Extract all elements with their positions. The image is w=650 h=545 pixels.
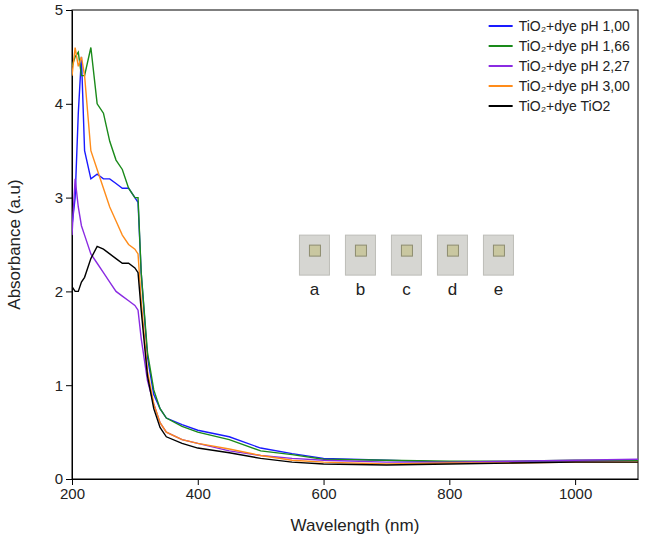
sample-label: d <box>448 280 457 299</box>
x-tick-label: 600 <box>312 485 337 502</box>
y-tick-mark <box>66 385 72 386</box>
sample-photo <box>391 235 421 275</box>
y-tick: 0 <box>55 470 72 487</box>
legend: TiO₂+dye pH 1,00 TiO₂+dye pH 1,66 TiO₂+dye… <box>489 18 630 114</box>
legend-item: TiO₂+dye pH 1,66 <box>489 38 630 54</box>
legend-label: TiO₂+dye pH 1,66 <box>519 38 630 54</box>
sample-film <box>447 245 458 256</box>
y-tick-label: 1 <box>55 377 63 394</box>
sample-film <box>493 245 504 256</box>
legend-item: TiO₂+dye pH 1,00 <box>489 18 630 34</box>
x-tick: 1000 <box>559 479 592 502</box>
legend-item: TiO₂+dye pH 2,27 <box>489 58 630 74</box>
y-tick: 4 <box>55 95 72 112</box>
y-tick: 1 <box>55 377 72 394</box>
x-tick-label: 800 <box>437 485 462 502</box>
sample-photo <box>345 235 375 275</box>
y-tick: 5 <box>55 1 72 18</box>
x-tick-label: 1000 <box>559 485 592 502</box>
y-tick-mark <box>66 291 72 292</box>
sample-photo <box>299 235 329 275</box>
x-tick-label: 400 <box>186 485 211 502</box>
y-tick-mark <box>66 104 72 105</box>
sample-film <box>401 245 412 256</box>
x-tick: 800 <box>437 479 462 502</box>
sample-film <box>309 245 320 256</box>
legend-label: TiO₂+dye TiO2 <box>519 98 611 114</box>
sample-film <box>355 245 366 256</box>
legend-swatch <box>489 45 513 47</box>
y-tick: 3 <box>55 189 72 206</box>
legend-swatch <box>489 105 513 107</box>
sample-photo <box>483 235 513 275</box>
y-tick-mark <box>66 198 72 199</box>
x-tick: 200 <box>60 479 85 502</box>
y-tick-label: 3 <box>55 189 63 206</box>
x-axis-title: Wavelength (nm) <box>291 516 420 535</box>
y-tick-label: 4 <box>55 95 63 112</box>
sample-label: c <box>402 280 411 299</box>
series-line <box>72 48 638 462</box>
sample-label: b <box>356 280 365 299</box>
chart: 2004006008001000012345TiO₂+dye pH 1,00Ti… <box>0 0 650 545</box>
x-axis-line <box>73 479 639 480</box>
sample-label: a <box>310 280 320 299</box>
legend-swatch <box>489 85 513 87</box>
legend-swatch <box>489 65 513 67</box>
x-axis: 200 400 600 800 1000 <box>60 479 639 502</box>
series-line <box>72 48 638 464</box>
x-tick: 600 <box>312 479 337 502</box>
y-tick-label: 5 <box>55 1 63 18</box>
lines <box>72 48 638 465</box>
y-tick-label: 2 <box>55 283 63 300</box>
plot-frame <box>72 10 638 479</box>
y-tick-mark <box>66 479 72 480</box>
y-axis-title: Absorbance (a.u) <box>5 179 24 309</box>
y-tick-label: 0 <box>55 470 63 487</box>
sample-label: e <box>494 280 503 299</box>
x-tick-label: 200 <box>60 485 85 502</box>
series-line <box>72 246 638 465</box>
plot: 2004006008001000012345TiO₂+dye pH 1,00Ti… <box>55 1 639 501</box>
sample-photo <box>437 235 467 275</box>
y-axis: 0 1 2 3 4 5 <box>55 1 73 487</box>
sample-insets: a b c d e <box>299 235 513 299</box>
y-axis-line <box>72 11 73 480</box>
legend-swatch <box>489 25 513 27</box>
legend-label: TiO₂+dye pH 1,00 <box>519 18 630 34</box>
legend-label: TiO₂+dye pH 3,00 <box>519 78 630 94</box>
legend-label: TiO₂+dye pH 2,27 <box>519 58 630 74</box>
x-tick: 400 <box>186 479 211 502</box>
legend-item: TiO₂+dye pH 3,00 <box>489 78 630 94</box>
y-tick: 2 <box>55 283 72 300</box>
y-tick-mark <box>66 10 72 11</box>
legend-item: TiO₂+dye TiO2 <box>489 98 611 114</box>
